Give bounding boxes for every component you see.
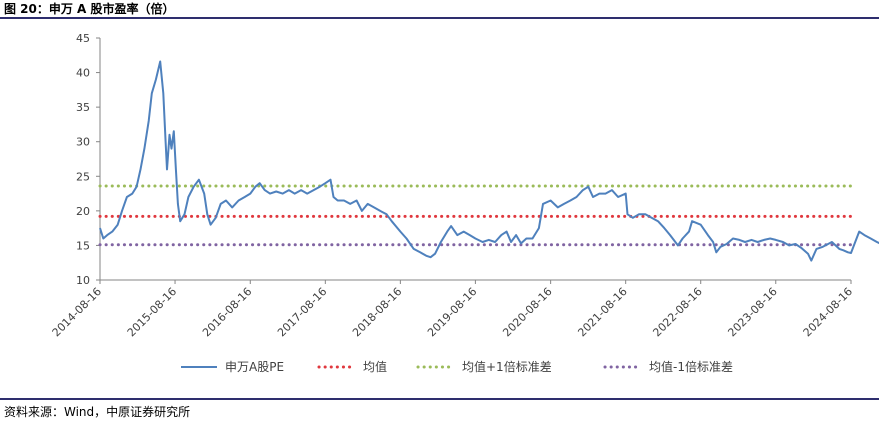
legend-label-mean-plus-1sd: 均值+1倍标准差 bbox=[462, 359, 552, 374]
y-tick-label: 30 bbox=[76, 136, 90, 149]
figure-title: 图 20：申万 A 股市盈率（倍） bbox=[4, 2, 175, 16]
y-tick-label: 35 bbox=[76, 101, 90, 114]
legend: 申万A股PE 均值 均值+1倍标准差 均值-1倍标准差 bbox=[181, 359, 733, 374]
pe-series-line bbox=[99, 60, 879, 262]
x-tick-label: 2022-08-16 bbox=[650, 285, 704, 339]
y-tick-label: 15 bbox=[76, 239, 90, 252]
x-tick-label: 2024-08-16 bbox=[801, 285, 855, 339]
x-axis: 2014-08-16 2015-08-16 2016-08-16 2017-08-16… bbox=[50, 279, 855, 339]
x-tick-label: 2018-08-16 bbox=[350, 285, 404, 339]
x-tick-label: 2019-08-16 bbox=[425, 285, 479, 339]
y-tick-label: 45 bbox=[76, 32, 90, 45]
x-tick-label: 2023-08-16 bbox=[725, 285, 779, 339]
y-axis: 10 15 20 25 30 35 40 45 bbox=[76, 32, 101, 287]
title-rule bbox=[0, 17, 879, 19]
x-tick-label: 2016-08-16 bbox=[200, 285, 254, 339]
x-tick-label: 2015-08-16 bbox=[125, 285, 179, 339]
x-tick-label: 2021-08-16 bbox=[575, 285, 629, 339]
legend-label-mean: 均值 bbox=[363, 359, 387, 374]
y-tick-label: 40 bbox=[76, 67, 90, 80]
y-tick-label: 25 bbox=[76, 170, 90, 183]
x-tick-label: 2014-08-16 bbox=[50, 285, 104, 339]
legend-label-mean-minus-1sd: 均值-1倍标准差 bbox=[649, 359, 733, 374]
source-note: 资料来源：Wind，中原证券研究所 bbox=[4, 405, 191, 419]
footer-rule bbox=[0, 398, 879, 400]
x-tick-label: 2020-08-16 bbox=[500, 285, 554, 339]
y-tick-label: 20 bbox=[76, 205, 90, 218]
y-tick-label: 10 bbox=[76, 274, 90, 287]
x-tick-label: 2017-08-16 bbox=[275, 285, 329, 339]
pe-series bbox=[99, 60, 879, 262]
reference-lines bbox=[98, 184, 853, 247]
legend-label-pe: 申万A股PE bbox=[225, 360, 284, 374]
